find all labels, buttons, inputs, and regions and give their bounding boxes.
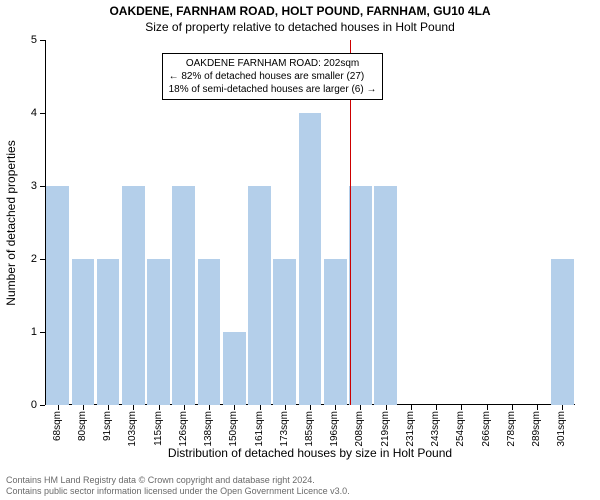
- y-tick-label: 5: [31, 34, 37, 46]
- bar: [72, 259, 95, 405]
- x-tick-label: 185sqm: [304, 411, 315, 447]
- y-tick-label: 1: [31, 326, 37, 338]
- x-tick: [537, 405, 538, 410]
- y-tick: [40, 259, 45, 260]
- x-tick: [108, 405, 109, 410]
- bar: [551, 259, 574, 405]
- y-tick-label: 4: [31, 107, 37, 119]
- x-tick-label: 196sqm: [329, 411, 340, 447]
- plot-area: 01234568sqm80sqm91sqm103sqm115sqm126sqm1…: [45, 40, 575, 405]
- x-tick-label: 301sqm: [556, 411, 567, 447]
- x-tick-label: 173sqm: [279, 411, 290, 447]
- x-tick: [234, 405, 235, 410]
- bar: [147, 259, 170, 405]
- bar: [46, 186, 69, 405]
- bar: [324, 259, 347, 405]
- x-tick-label: 115sqm: [153, 411, 164, 446]
- bar: [198, 259, 221, 405]
- x-tick: [461, 405, 462, 410]
- x-tick: [411, 405, 412, 410]
- x-tick: [209, 405, 210, 410]
- x-tick: [285, 405, 286, 410]
- x-tick: [360, 405, 361, 410]
- x-tick-label: 80sqm: [77, 411, 88, 441]
- bar: [223, 332, 246, 405]
- x-tick-label: 68sqm: [52, 411, 63, 441]
- footer: Contains HM Land Registry data © Crown c…: [6, 475, 600, 498]
- x-tick: [310, 405, 311, 410]
- x-tick-label: 219sqm: [380, 411, 391, 447]
- footer-line-1: Contains HM Land Registry data © Crown c…: [6, 475, 600, 486]
- x-tick: [260, 405, 261, 410]
- x-tick: [159, 405, 160, 410]
- bar: [349, 186, 372, 405]
- x-tick: [386, 405, 387, 410]
- y-tick: [40, 113, 45, 114]
- x-tick: [335, 405, 336, 410]
- x-tick-label: 208sqm: [354, 411, 365, 447]
- info-box-line: 18% of semi-detached houses are larger (…: [169, 83, 377, 96]
- chart-container: OAKDENE, FARNHAM ROAD, HOLT POUND, FARNH…: [0, 0, 600, 500]
- info-box-line: OAKDENE FARNHAM ROAD: 202sqm: [169, 57, 377, 70]
- bar: [248, 186, 271, 405]
- y-tick-label: 3: [31, 180, 37, 192]
- y-tick-label: 0: [31, 399, 37, 411]
- footer-line-2: Contains public sector information licen…: [6, 486, 600, 497]
- title-main: OAKDENE, FARNHAM ROAD, HOLT POUND, FARNH…: [0, 0, 600, 18]
- x-tick: [133, 405, 134, 410]
- x-tick: [512, 405, 513, 410]
- x-tick-label: 278sqm: [506, 411, 517, 447]
- x-tick: [562, 405, 563, 410]
- x-axis-label: Distribution of detached houses by size …: [168, 446, 452, 460]
- bar: [97, 259, 120, 405]
- info-box-line: ← 82% of detached houses are smaller (27…: [169, 70, 377, 83]
- x-tick-label: 289sqm: [531, 411, 542, 447]
- y-tick: [40, 405, 45, 406]
- bar: [374, 186, 397, 405]
- bar: [122, 186, 145, 405]
- y-tick: [40, 332, 45, 333]
- bar: [299, 113, 322, 405]
- x-tick-label: 161sqm: [254, 411, 265, 447]
- x-tick: [184, 405, 185, 410]
- x-tick: [487, 405, 488, 410]
- x-tick-label: 266sqm: [481, 411, 492, 447]
- x-tick-label: 150sqm: [228, 411, 239, 447]
- x-tick-label: 91sqm: [102, 411, 113, 441]
- x-tick-label: 231sqm: [405, 411, 416, 447]
- y-tick: [40, 186, 45, 187]
- x-tick-label: 126sqm: [178, 411, 189, 447]
- y-tick-label: 2: [31, 253, 37, 265]
- bar: [273, 259, 296, 405]
- y-axis-label: Number of detached properties: [4, 140, 18, 305]
- bar: [172, 186, 195, 405]
- plot-wrap: Number of detached properties Distributi…: [45, 40, 575, 405]
- title-sub: Size of property relative to detached ho…: [0, 18, 600, 34]
- y-tick: [40, 40, 45, 41]
- x-tick-label: 243sqm: [430, 411, 441, 447]
- x-tick: [58, 405, 59, 410]
- info-box: OAKDENE FARNHAM ROAD: 202sqm← 82% of det…: [162, 53, 384, 100]
- x-tick: [436, 405, 437, 410]
- x-tick-label: 138sqm: [203, 411, 214, 447]
- x-tick-label: 254sqm: [455, 411, 466, 447]
- x-tick-label: 103sqm: [127, 411, 138, 447]
- x-tick: [83, 405, 84, 410]
